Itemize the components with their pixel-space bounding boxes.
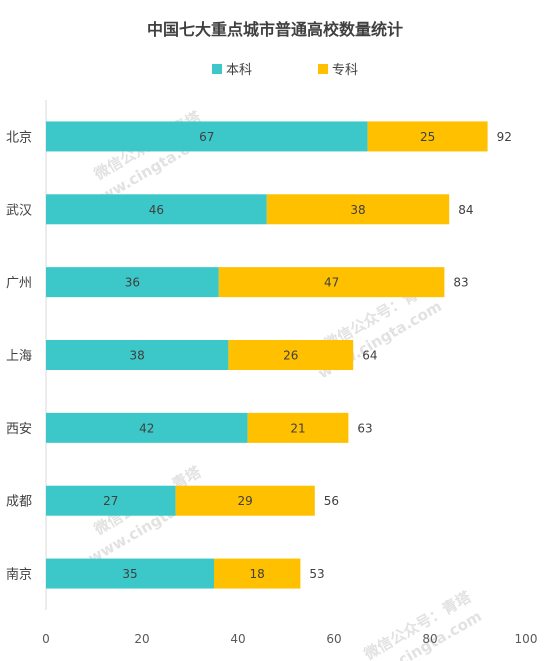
bar-segment-2 [266, 194, 450, 225]
x-tick-label: 60 [326, 632, 341, 646]
data-label-2: 18 [250, 567, 265, 581]
total-label: 63 [357, 421, 372, 435]
total-label: 56 [324, 494, 339, 508]
legend-label-2: 专科 [332, 63, 358, 78]
x-tick-label: 0 [42, 632, 50, 646]
category-label: 武汉 [6, 203, 32, 218]
category-label: 西安 [6, 422, 32, 437]
total-label: 53 [309, 567, 324, 581]
data-label-1: 38 [130, 349, 145, 363]
legend-swatch-1 [212, 64, 222, 74]
bar-segment-2 [175, 485, 315, 516]
data-label-1: 46 [149, 203, 164, 217]
legend-swatch-2 [318, 64, 328, 74]
bar-segment-2 [218, 267, 445, 298]
total-label: 64 [362, 349, 377, 363]
total-label: 92 [497, 130, 512, 144]
total-label: 84 [458, 203, 473, 217]
category-label: 成都 [6, 495, 32, 510]
data-label-1: 36 [125, 276, 140, 290]
x-tick-label: 40 [230, 632, 245, 646]
legend-label-1: 本科 [226, 63, 252, 78]
bar-segment-1 [46, 267, 219, 298]
x-axis-ticks: 0 20 40 60 80 100 [42, 632, 537, 646]
data-label-2: 38 [350, 203, 365, 217]
total-label: 83 [453, 276, 468, 290]
category-label: 南京 [6, 567, 32, 583]
data-label-2: 29 [238, 494, 253, 508]
data-label-2: 47 [324, 276, 339, 290]
x-tick-label: 100 [515, 632, 538, 646]
bar-segment-1 [46, 485, 176, 516]
bar-segment-1 [46, 340, 229, 370]
category-label: 广州 [6, 276, 32, 291]
data-label-1: 35 [122, 567, 137, 581]
x-tick-label: 80 [422, 632, 437, 646]
data-label-1: 67 [199, 130, 214, 144]
bar-segment-2 [228, 340, 354, 370]
data-label-1: 42 [139, 421, 154, 435]
bar-segment-1 [46, 412, 248, 443]
data-label-2: 26 [283, 349, 298, 363]
data-label-2: 25 [420, 130, 435, 144]
bar-segment-1 [46, 194, 267, 225]
chart-title: 中国七大重点城市普通高校数量统计 [147, 20, 403, 39]
bar-segment-1 [46, 121, 368, 152]
bar-segment-2 [247, 412, 349, 443]
legend: 本科 专科 [212, 63, 358, 78]
bar-segment-2 [367, 121, 488, 152]
category-label: 北京 [6, 130, 32, 145]
data-label-2: 21 [290, 421, 305, 435]
x-tick-label: 20 [134, 632, 149, 646]
data-label-1: 27 [103, 494, 118, 508]
category-label: 上海 [6, 349, 32, 364]
bar-segment-1 [46, 558, 214, 589]
bar-segment-2 [214, 558, 301, 589]
bars: 67 25 92 46 38 84 36 47 83 38 26 64 42 21 63 27 29 56 35 18… [46, 121, 512, 589]
